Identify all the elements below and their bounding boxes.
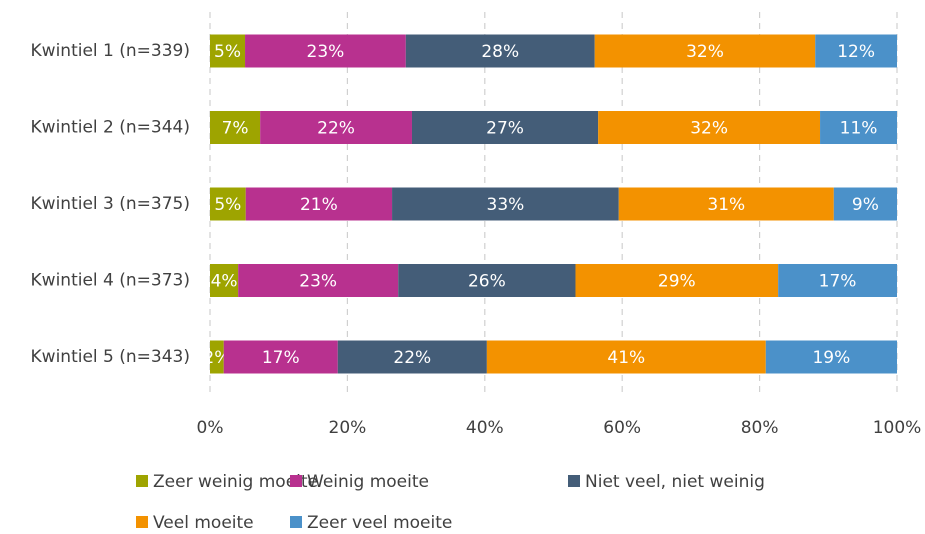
legend-swatch <box>568 475 580 487</box>
bar-segment <box>618 187 834 221</box>
data-label: 26% <box>468 272 506 292</box>
legend-label: Niet veel, niet weinig <box>585 472 765 492</box>
bar-segment <box>815 34 897 68</box>
y-tick-label: Kwintiel 2 (n=344) <box>31 118 190 138</box>
bar-segment <box>238 264 399 297</box>
data-label: 32% <box>690 119 728 139</box>
data-label: 11% <box>840 119 878 139</box>
data-label: 21% <box>300 195 338 215</box>
bar-segment <box>245 34 406 68</box>
bar-segment <box>210 187 246 221</box>
data-label: 5% <box>214 42 241 62</box>
bar-segment <box>398 264 576 297</box>
bar-segment <box>594 34 816 68</box>
y-tick-label: Kwintiel 3 (n=375) <box>31 194 190 214</box>
x-tick-label: 60% <box>603 418 641 438</box>
legend-swatch <box>290 516 302 528</box>
x-tick-label: 40% <box>466 418 504 438</box>
bar-segment <box>486 340 766 374</box>
legend-swatch <box>290 475 302 487</box>
bar-segment <box>411 111 599 144</box>
data-label: 5% <box>214 195 241 215</box>
data-label: 17% <box>819 272 857 292</box>
bar-segment <box>833 187 897 221</box>
bar-segment <box>210 340 224 374</box>
bar-segment <box>778 264 897 297</box>
data-label: 29% <box>658 272 696 292</box>
x-tick-label: 80% <box>741 418 779 438</box>
bar-segment <box>820 111 897 144</box>
legend-label: Zeer weinig moeite <box>153 472 318 492</box>
y-tick-label: Kwintiel 1 (n=339) <box>31 41 190 61</box>
data-label: 23% <box>307 42 345 62</box>
x-tick-label: 100% <box>873 418 922 438</box>
data-label: 4% <box>211 272 238 292</box>
data-label: 23% <box>299 272 337 292</box>
x-tick-label: 0% <box>197 418 224 438</box>
data-label: 33% <box>487 195 525 215</box>
data-label: 31% <box>707 195 745 215</box>
data-label: 22% <box>393 348 431 368</box>
y-tick-label: Kwintiel 5 (n=343) <box>31 347 190 367</box>
x-tick-label: 20% <box>329 418 367 438</box>
bar-segment <box>245 187 393 221</box>
bar-segment <box>392 187 619 221</box>
bar-segment <box>210 264 239 297</box>
data-label: 32% <box>686 42 724 62</box>
bar-segment <box>337 340 487 374</box>
data-label: 19% <box>812 348 850 368</box>
data-label: 28% <box>481 42 519 62</box>
data-label: 22% <box>317 119 355 139</box>
bar-segment <box>210 111 261 144</box>
bar-segment <box>405 34 595 68</box>
bar-segment <box>260 111 412 144</box>
data-label: 9% <box>852 195 879 215</box>
legend-label: Weinig moeite <box>307 472 429 492</box>
bar-segment <box>223 340 338 374</box>
data-label: 12% <box>837 42 875 62</box>
y-tick-label: Kwintiel 4 (n=373) <box>31 271 190 291</box>
data-label: 7% <box>222 119 249 139</box>
legend-label: Zeer veel moeite <box>307 513 452 533</box>
bar-segment <box>575 264 779 297</box>
legend-label: Veel moeite <box>153 513 254 533</box>
bar-segment <box>210 34 246 68</box>
legend-swatch <box>136 516 148 528</box>
legend-swatch <box>136 475 148 487</box>
data-label: 17% <box>262 348 300 368</box>
bar-segment <box>598 111 821 144</box>
data-label: 27% <box>486 119 524 139</box>
bar-segment <box>765 340 897 374</box>
data-label: 41% <box>607 348 645 368</box>
data-label: 2% <box>203 348 230 368</box>
